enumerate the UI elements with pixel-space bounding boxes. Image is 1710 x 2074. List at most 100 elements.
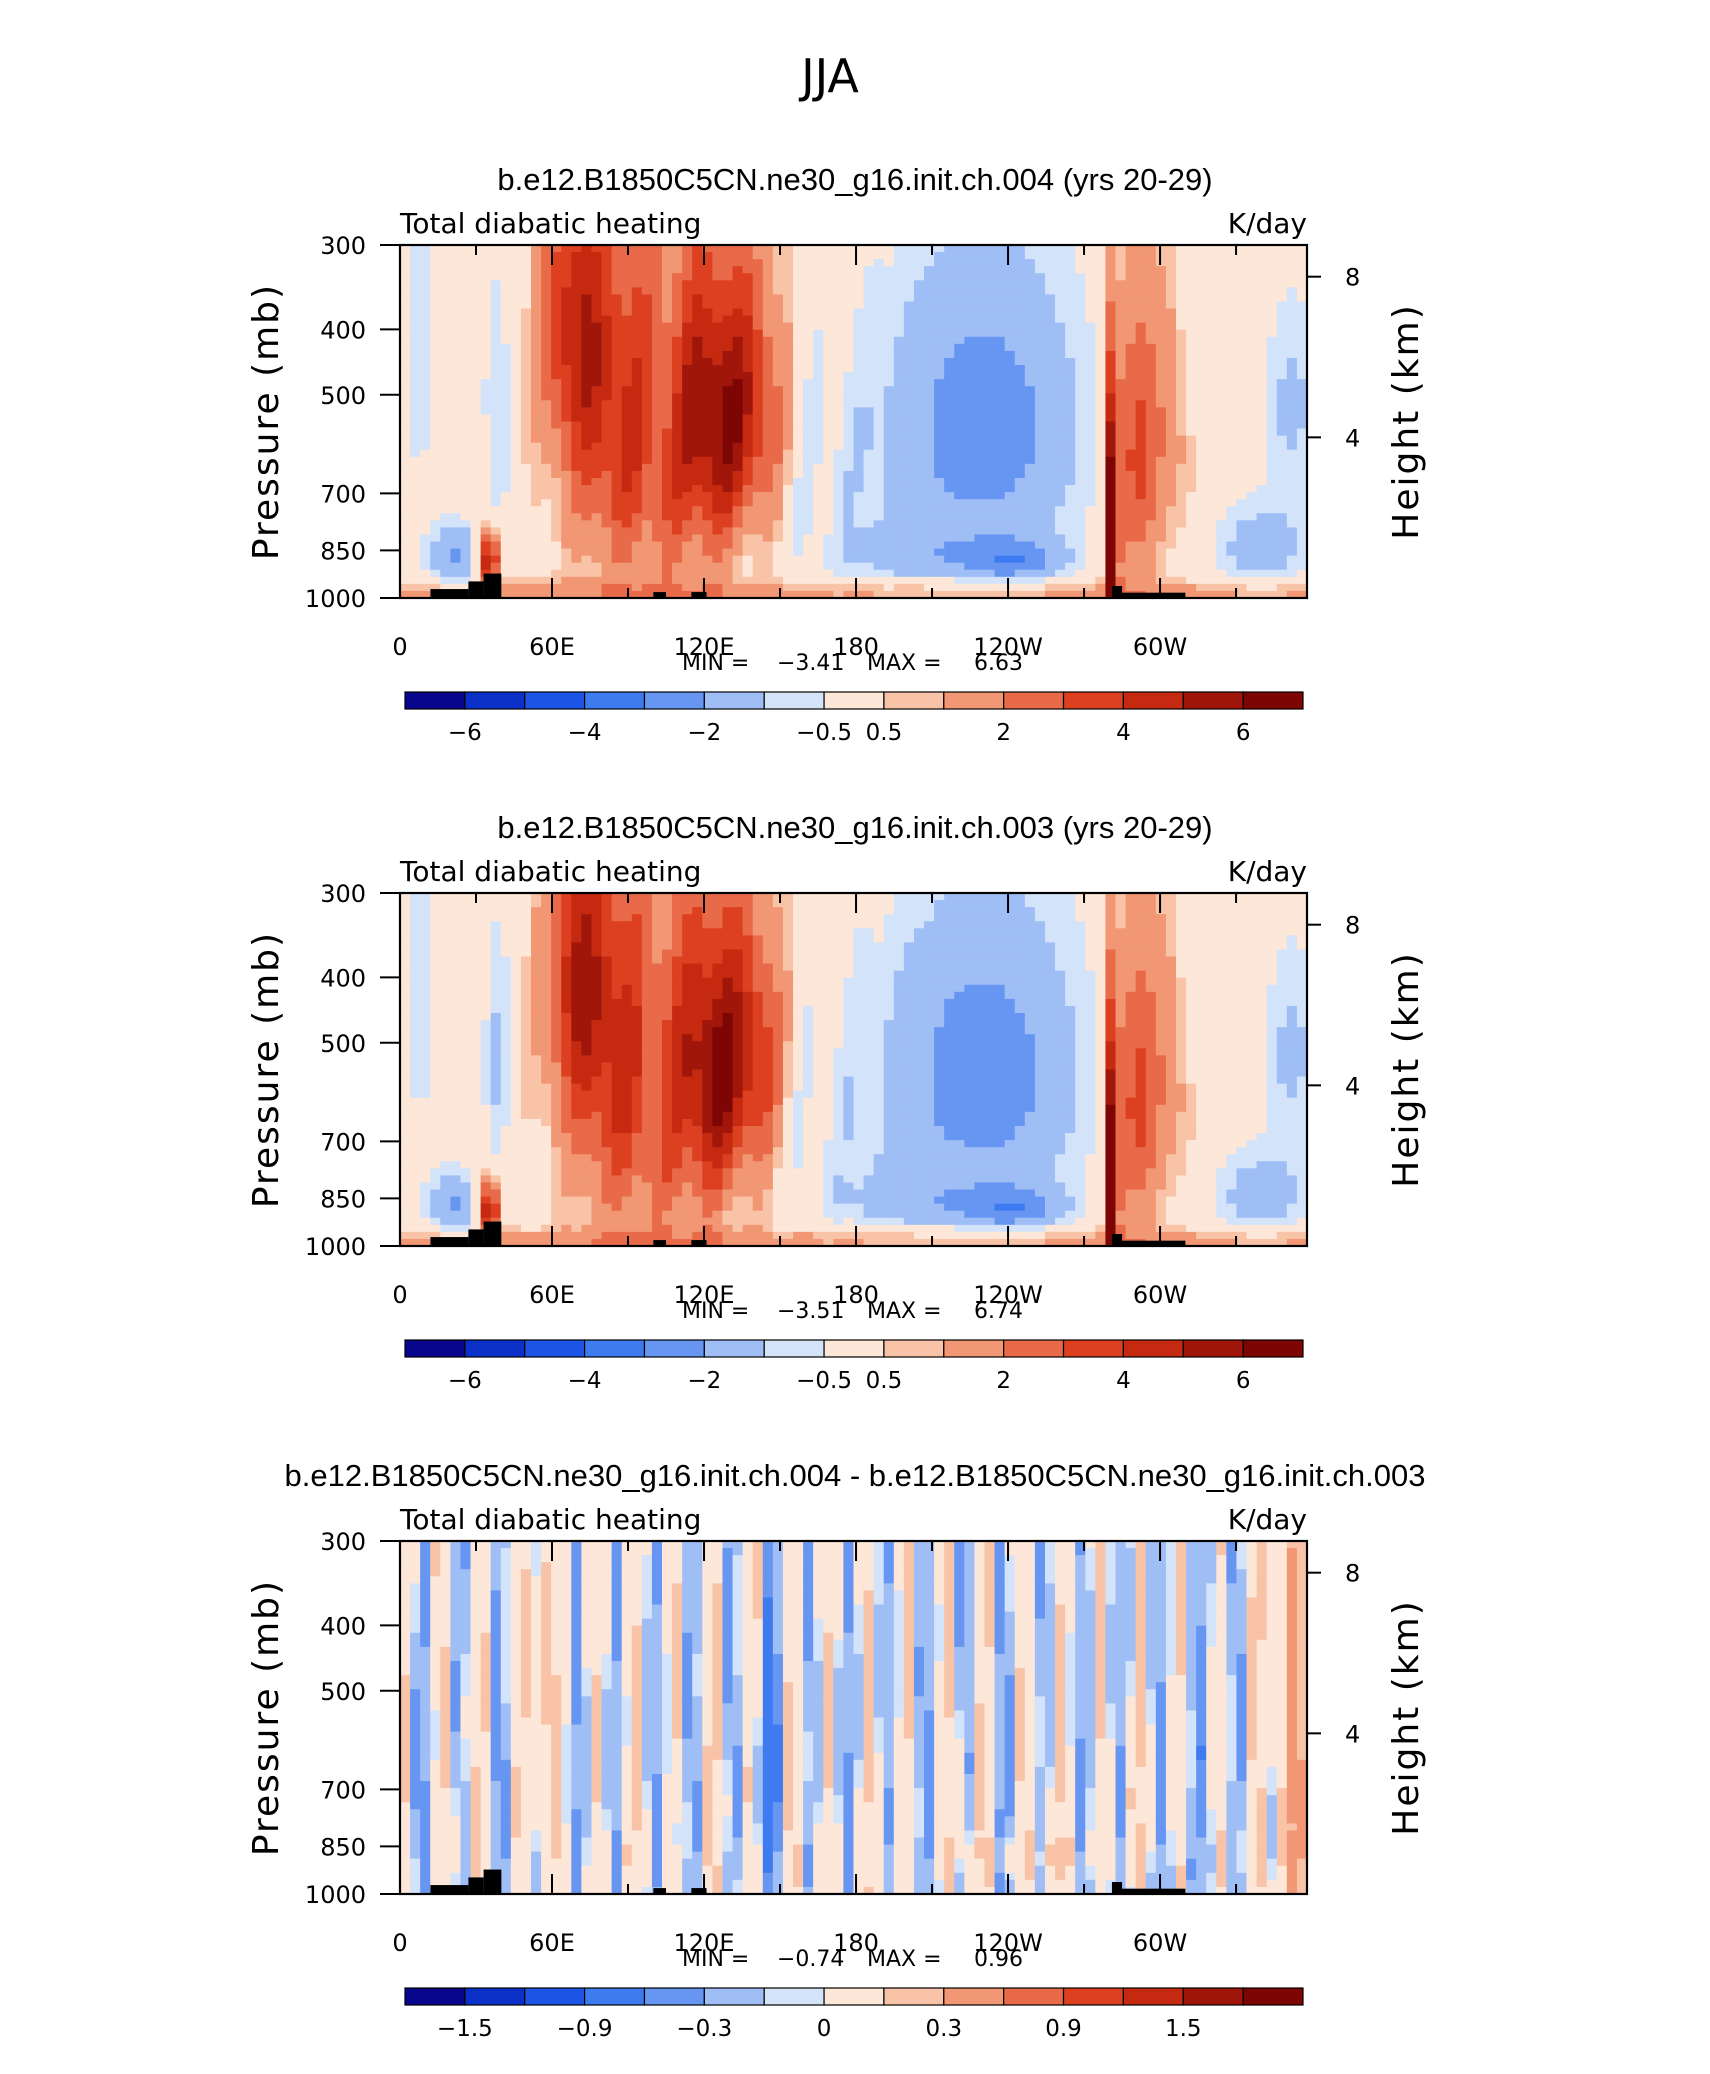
heatmap-cell — [551, 492, 562, 500]
colorbar-label: −0.5 — [796, 720, 852, 746]
heatmap-cell — [692, 492, 703, 500]
heatmap-cell — [480, 379, 492, 387]
heatmap-cell — [510, 576, 522, 585]
heatmap-cell — [853, 456, 865, 465]
heatmap-cell — [712, 266, 724, 274]
heatmap-cell — [934, 428, 945, 437]
heatmap-cell — [480, 294, 492, 303]
heatmap-cell — [430, 1062, 441, 1071]
heatmap-cell — [913, 548, 925, 557]
heatmap-cell — [1196, 308, 1207, 317]
heatmap-cell — [863, 541, 875, 550]
heatmap-cell — [1196, 350, 1207, 359]
heatmap-cell — [470, 280, 482, 288]
heatmap-cell — [1246, 562, 1258, 571]
heatmap-cell — [470, 1076, 482, 1085]
heatmap-cell — [954, 569, 965, 578]
heatmap-cell — [672, 336, 683, 345]
heatmap-cell — [893, 329, 905, 338]
heatmap-cell — [702, 400, 714, 408]
heatmap-cell — [541, 590, 552, 599]
heatmap-cell — [1014, 534, 1026, 543]
heatmap-cell — [682, 350, 693, 359]
heatmap-cell — [450, 534, 462, 543]
heatmap-cell — [853, 421, 865, 430]
heatmap-cell — [924, 365, 935, 373]
heatmap-cell — [1145, 534, 1157, 543]
heatmap-cell — [1286, 442, 1298, 451]
heatmap-cell — [430, 379, 441, 387]
heatmap-cell — [500, 400, 512, 408]
heatmap-cell — [1105, 315, 1117, 324]
heatmap-cell — [974, 414, 986, 423]
heatmap-cell — [903, 541, 915, 550]
heatmap-cell — [823, 541, 834, 550]
heatmap-cell — [1145, 442, 1157, 451]
heatmap-cell — [662, 329, 673, 338]
heatmap-cell — [1014, 280, 1026, 288]
heatmap-cell — [531, 379, 542, 387]
heatmap-cell — [722, 245, 734, 253]
heatmap-cell — [611, 435, 623, 444]
heatmap-cell — [1004, 252, 1016, 260]
heatmap-cell — [460, 548, 472, 557]
heatmap-cell — [1226, 548, 1238, 557]
heatmap-cell — [813, 513, 824, 521]
heatmap-cell — [571, 322, 582, 331]
heatmap-cell — [793, 485, 804, 493]
heatmap-cell — [752, 456, 764, 465]
heatmap-cell — [430, 287, 441, 296]
heatmap-cell — [1175, 569, 1187, 578]
heatmap-cell — [1256, 541, 1268, 550]
heatmap-cell — [1085, 435, 1096, 444]
heatmap-cell — [893, 315, 905, 324]
heatmap-cell — [591, 372, 603, 380]
heatmap-cell — [1044, 301, 1056, 310]
heatmap-cell — [561, 470, 572, 479]
heatmap-cell — [1055, 386, 1066, 394]
heatmap-cell — [863, 506, 875, 514]
heatmap-cell — [1196, 287, 1207, 296]
heatmap-cell — [702, 386, 714, 394]
heatmap-cell — [974, 435, 986, 444]
heatmap-cell — [420, 365, 431, 373]
heatmap-cell — [601, 365, 613, 373]
heatmap-cell — [1055, 541, 1066, 550]
heatmap-cell — [994, 336, 1006, 345]
heatmap-cell — [1115, 414, 1127, 423]
heatmap-cell — [782, 541, 794, 550]
heatmap-cell — [420, 456, 431, 465]
heatmap-cell — [994, 266, 1006, 274]
heatmap-cell — [440, 245, 451, 253]
heatmap-cell — [1186, 428, 1197, 437]
heatmap-cell — [1034, 428, 1046, 437]
heatmap-cell — [1165, 329, 1177, 338]
heatmap-cell — [1105, 492, 1117, 500]
heatmap-cell — [450, 935, 462, 944]
heatmap-cell — [1145, 485, 1157, 493]
heatmap-cell — [1075, 357, 1086, 366]
heatmap-cell — [1135, 520, 1147, 528]
heatmap-cell — [823, 336, 834, 345]
heatmap-cell — [873, 555, 885, 564]
heatmap-cell — [954, 590, 965, 599]
heatmap-cell — [1065, 534, 1076, 543]
heatmap-cell — [1155, 477, 1167, 486]
heatmap-cell — [440, 935, 451, 944]
heatmap-cell — [813, 386, 824, 394]
heatmap-cell — [752, 365, 764, 373]
heatmap-cell — [1075, 520, 1086, 528]
heatmap-cell — [702, 428, 714, 437]
heatmap-cell — [843, 442, 855, 451]
heatmap-cell — [672, 322, 683, 331]
heatmap-cell — [1196, 555, 1207, 564]
heatmap-cell — [651, 336, 663, 345]
heatmap-cell — [551, 463, 562, 472]
heatmap-cell — [510, 336, 522, 345]
heatmap-cell — [662, 400, 673, 408]
heatmap-cell — [924, 350, 935, 359]
heatmap-cell — [913, 421, 925, 430]
heatmap-cell — [520, 590, 532, 599]
heatmap-cell — [752, 372, 764, 380]
heatmap-cell — [470, 576, 482, 585]
